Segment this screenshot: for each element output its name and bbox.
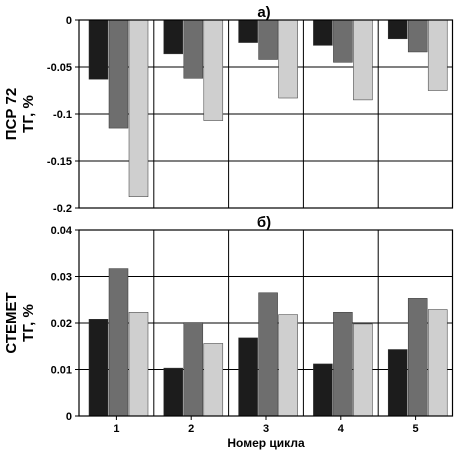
chart-panel-2: 0 0.01 0.02 0.03 0.04 б) СТЕМЕТ ТГ, % 1 2 3 4 5 Номер… [3,214,454,450]
y-tick-label: 0 [66,15,72,27]
x-tick-label: 1 [113,423,119,435]
panel-title: б) [257,214,271,231]
y-tick-label: 0.01 [51,365,72,377]
bar-series1-cycle-5 [387,19,408,40]
y-axis-label: ТГ, % [20,304,37,342]
bar-series3-cycle-3 [278,19,298,99]
bar-series2-cycle-1 [108,19,129,129]
bar-series1-cycle-2 [163,367,184,417]
y-tick-label: -0.05 [47,62,72,74]
bar-series3-cycle-3 [278,314,298,417]
bar-series2-cycle-5 [407,19,428,53]
panel-title: а) [257,4,270,21]
y-tick-label: -0.15 [47,156,72,168]
bar-series3-cycle-2 [203,343,224,417]
bar-series2-cycle-3 [258,292,278,417]
y-axis-label: СТЕМЕТ [3,292,20,353]
x-axis-title: Номер цикла [227,436,305,450]
bar-series1-cycle-4 [313,19,333,46]
y-axis-label: ТГ, % [20,95,37,133]
bar-series3-cycle-1 [128,19,149,197]
bar-series1-cycle-1 [88,19,109,80]
y-tick-label: -0.2 [53,203,72,215]
bar-series2-cycle-2 [183,322,204,417]
bar-series2-cycle-4 [333,19,353,63]
x-tick-label: 4 [338,423,345,435]
y-tick-label: 0 [66,411,72,423]
y-tick-label: -0.1 [53,109,72,121]
y-axis-label: ПСР 72 [3,88,20,140]
y-tick-label: 0.02 [51,318,72,330]
bar-series2-cycle-1 [108,268,129,417]
bar-series1-cycle-1 [88,319,109,417]
bar-series1-cycle-3 [238,337,258,417]
bar-series2-cycle-3 [258,19,278,60]
bar-series1-cycle-3 [238,19,258,43]
bar-series3-cycle-2 [203,19,224,121]
bar-series3-cycle-4 [353,323,373,417]
x-tick-label: 5 [413,423,419,435]
y-tick-label: 0.03 [51,272,72,284]
bar-series3-cycle-5 [427,19,448,91]
y-tick-label: 0.04 [51,225,73,237]
chart-panel-1: 0 -0.05 -0.1 -0.15 -0.2 а) ПСР 72 ТГ, % [3,4,454,215]
x-tick-label: 3 [263,423,269,435]
bar-series2-cycle-2 [183,19,204,79]
bar-series3-cycle-1 [128,312,149,417]
x-tick-label: 2 [188,423,194,435]
bar-series2-cycle-4 [333,312,353,417]
bar-series2-cycle-5 [407,298,428,417]
bar-series1-cycle-5 [387,349,408,417]
bar-series1-cycle-4 [313,363,333,417]
bar-series3-cycle-5 [427,309,448,417]
bar-series1-cycle-2 [163,19,184,55]
bar-series3-cycle-4 [353,19,373,101]
